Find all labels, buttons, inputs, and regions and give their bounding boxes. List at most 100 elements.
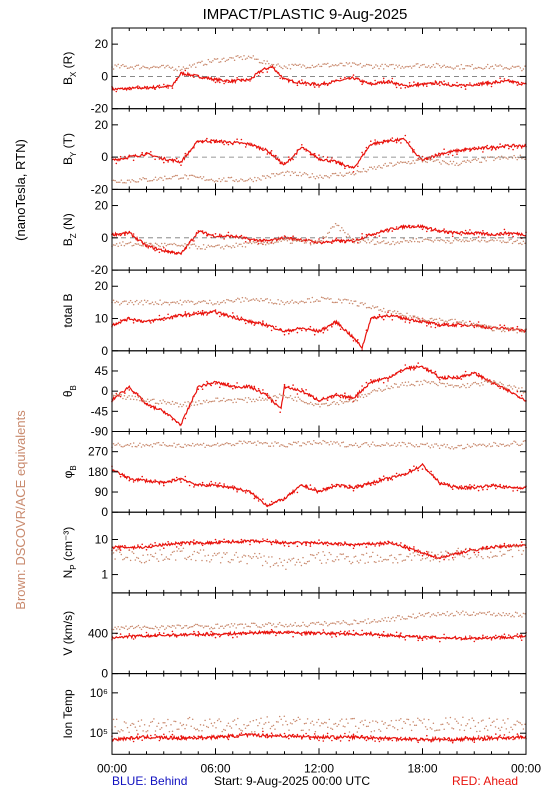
data-point bbox=[246, 724, 248, 727]
data-point bbox=[151, 720, 154, 723]
data-point bbox=[175, 636, 178, 638]
data-point bbox=[516, 390, 519, 393]
data-point bbox=[128, 549, 130, 552]
data-point bbox=[390, 243, 393, 245]
data-point bbox=[283, 235, 286, 237]
data-point bbox=[330, 175, 332, 177]
data-point bbox=[238, 243, 241, 246]
data-point bbox=[392, 616, 394, 618]
data-point bbox=[404, 364, 407, 366]
data-point bbox=[404, 639, 407, 641]
y-tick-label: 0 bbox=[101, 667, 108, 681]
data-point bbox=[246, 242, 248, 244]
data-point bbox=[294, 171, 296, 174]
data-point bbox=[490, 325, 492, 328]
data-point bbox=[268, 62, 270, 65]
data-point bbox=[115, 718, 118, 721]
data-point bbox=[392, 561, 394, 564]
data-point bbox=[139, 626, 141, 629]
data-point bbox=[320, 722, 323, 724]
data-point bbox=[212, 725, 214, 727]
data-point bbox=[288, 238, 290, 240]
data-point bbox=[431, 444, 433, 446]
data-point bbox=[460, 485, 463, 487]
data-point bbox=[409, 384, 411, 386]
data-point bbox=[513, 154, 515, 157]
data-point bbox=[434, 227, 437, 230]
data-point bbox=[516, 545, 518, 548]
data-point bbox=[305, 625, 307, 627]
data-point bbox=[146, 67, 149, 69]
data-point bbox=[327, 404, 329, 407]
data-point bbox=[334, 558, 337, 561]
data-point bbox=[268, 445, 270, 447]
data-point bbox=[235, 723, 237, 726]
data-point bbox=[122, 397, 124, 400]
data-point bbox=[235, 179, 237, 181]
data-point bbox=[136, 243, 138, 245]
data-point bbox=[365, 632, 368, 634]
data-point bbox=[479, 385, 481, 387]
data-point bbox=[488, 443, 491, 445]
data-point bbox=[244, 492, 247, 494]
data-point bbox=[297, 239, 300, 242]
data-point bbox=[376, 306, 379, 308]
data-point bbox=[447, 739, 450, 742]
data-point bbox=[243, 554, 245, 557]
data-point bbox=[391, 230, 394, 232]
data-point bbox=[163, 83, 165, 86]
data-point bbox=[274, 394, 276, 397]
data-point bbox=[348, 62, 351, 64]
data-point bbox=[134, 300, 137, 303]
data-point bbox=[305, 732, 307, 735]
data-point bbox=[409, 65, 411, 67]
data-point bbox=[227, 299, 230, 301]
data-point bbox=[438, 317, 441, 320]
data-point bbox=[123, 721, 126, 723]
data-point bbox=[255, 718, 258, 721]
data-point bbox=[175, 252, 178, 254]
data-point bbox=[325, 442, 327, 444]
data-point bbox=[502, 157, 504, 159]
data-point bbox=[459, 444, 461, 447]
data-point bbox=[292, 329, 294, 331]
data-point bbox=[382, 318, 385, 321]
data-point bbox=[238, 180, 241, 182]
data-point bbox=[430, 230, 432, 232]
units-label: (nanoTesla, RTN) bbox=[13, 139, 28, 241]
data-point bbox=[250, 557, 253, 560]
data-point bbox=[156, 626, 158, 629]
series-np-dscovr bbox=[111, 543, 526, 570]
data-point bbox=[176, 301, 178, 303]
data-point bbox=[325, 562, 327, 564]
data-point bbox=[154, 479, 156, 481]
data-point bbox=[365, 442, 368, 444]
data-point bbox=[469, 484, 471, 486]
data-point bbox=[381, 618, 383, 620]
data-point bbox=[426, 556, 428, 559]
data-point bbox=[423, 159, 425, 161]
data-point bbox=[432, 241, 435, 243]
data-point bbox=[132, 398, 135, 401]
data-point bbox=[294, 720, 296, 723]
data-point bbox=[430, 82, 432, 85]
data-point bbox=[372, 67, 374, 70]
data-point bbox=[175, 421, 178, 424]
data-point bbox=[171, 478, 174, 481]
data-point bbox=[143, 400, 146, 402]
data-point bbox=[241, 245, 244, 248]
data-point bbox=[352, 489, 355, 492]
x-axis: 00:00 06:00 12:00 18:00 00:00 bbox=[97, 761, 541, 775]
data-point bbox=[221, 58, 223, 60]
data-point bbox=[373, 243, 376, 246]
data-point bbox=[162, 399, 164, 401]
data-point bbox=[150, 734, 152, 737]
data-point bbox=[213, 443, 216, 446]
data-point bbox=[236, 315, 238, 317]
data-point bbox=[292, 235, 294, 237]
data-point bbox=[124, 476, 126, 478]
data-point bbox=[151, 244, 154, 246]
data-point bbox=[518, 387, 520, 389]
data-point bbox=[174, 302, 177, 304]
